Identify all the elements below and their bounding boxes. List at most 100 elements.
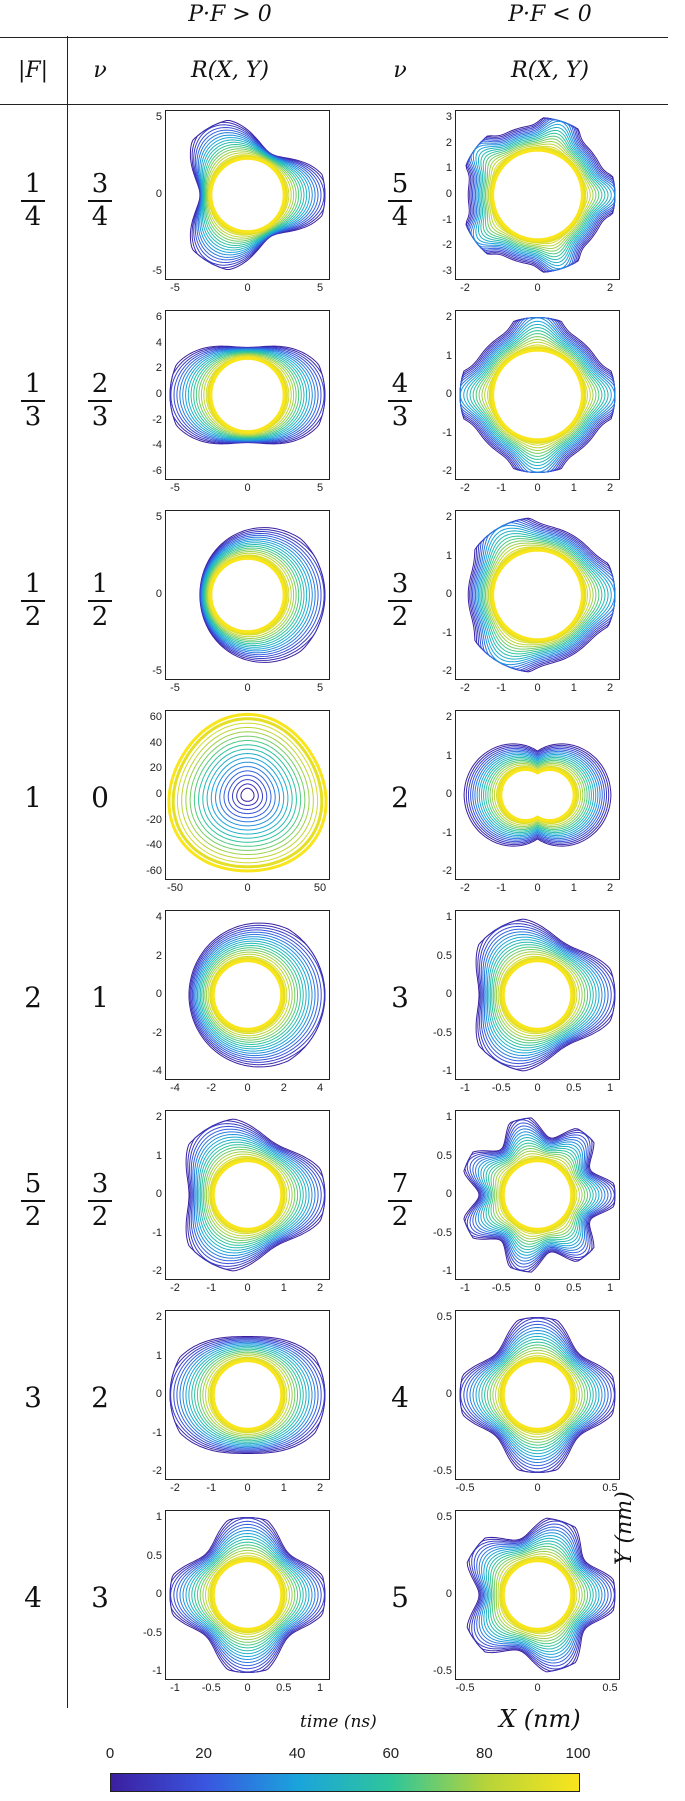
trajectory-curve xyxy=(198,353,297,437)
trajectory-curve xyxy=(495,1550,583,1640)
x-tick-label: 1 xyxy=(570,682,577,694)
header-top-rule xyxy=(0,37,668,38)
x-tick-label: -50 xyxy=(167,882,183,894)
row-1-nu-left-fraction-bar xyxy=(88,200,112,203)
x-tick-label: 0 xyxy=(534,282,541,294)
trajectory-curve xyxy=(185,1344,310,1446)
trajectory-curve xyxy=(474,750,601,840)
x-tick-label: 1 xyxy=(316,1682,324,1694)
x-tick-label: 50 xyxy=(313,882,327,894)
x-tick-label: -2 xyxy=(170,1282,180,1294)
y-tick-label: 5 xyxy=(155,111,162,123)
trajectory-curve xyxy=(466,323,609,467)
trajectory-curve xyxy=(202,1353,293,1437)
trajectory-curve xyxy=(198,1139,307,1251)
trajectory-curve xyxy=(469,326,606,464)
trajectory-curve xyxy=(477,1131,603,1259)
x-tick-label: 5 xyxy=(316,482,324,494)
trajectory-curve xyxy=(205,1151,293,1239)
y-tick-label: -2 xyxy=(442,865,452,877)
y-tick-label: -1 xyxy=(442,426,452,439)
trajectory-curve xyxy=(500,957,576,1033)
trajectory-curve xyxy=(203,143,302,247)
trajectory-curve xyxy=(476,752,599,838)
plot-right-3 xyxy=(455,510,620,680)
row-5-F: 2 xyxy=(0,981,66,1014)
trajectory-curve xyxy=(206,752,289,835)
trajectory-curve xyxy=(485,1139,594,1251)
trajectory-curve xyxy=(201,1144,301,1246)
trajectory-curve xyxy=(469,1326,606,1464)
trajectory-curve xyxy=(485,1537,597,1653)
y-tick-label: 0 xyxy=(445,1588,452,1600)
trajectory-curve xyxy=(466,117,616,273)
row-7-F-value: 3 xyxy=(24,1381,42,1414)
trajectory-curve xyxy=(470,518,616,672)
trajectory-curve xyxy=(182,1343,313,1447)
colorbar-tick-label: 60 xyxy=(382,1745,400,1762)
trajectory-curve xyxy=(201,139,308,251)
trajectory-curve xyxy=(189,924,326,1066)
y-tick-label: 2 xyxy=(155,1111,162,1123)
trajectory-curve xyxy=(227,774,268,815)
y-tick-label: 0 xyxy=(445,1388,452,1400)
trajectory-curve xyxy=(480,755,595,835)
y-tick-label: -0.5 xyxy=(433,1465,452,1477)
header-bottom-rule xyxy=(0,104,668,105)
y-tick-label: 1 xyxy=(155,1349,162,1362)
trajectory-curve xyxy=(486,1344,589,1446)
x-tick-label: -1 xyxy=(460,1282,470,1294)
row-7-nu-left: 2 xyxy=(70,1381,130,1414)
x-tick-label: -5 xyxy=(170,482,180,494)
y-tick-label: 4 xyxy=(155,336,162,349)
plot-left-3 xyxy=(165,510,330,680)
row-7-nu-right-value: 4 xyxy=(391,1381,409,1414)
y-tick-label: 0 xyxy=(155,788,162,800)
trajectory-curve xyxy=(169,1517,326,1673)
row-4-nu-right-value: 2 xyxy=(391,781,409,814)
trajectory-curve xyxy=(473,1523,612,1667)
row-8-F: 4 xyxy=(0,1581,66,1614)
trajectory-curve xyxy=(485,758,590,832)
trajectory-curve xyxy=(483,1535,600,1655)
trajectory-curve xyxy=(477,527,612,663)
row-5-nu-right-value: 3 xyxy=(391,981,409,1014)
x-tick-label: 0 xyxy=(534,1482,541,1494)
trajectory-curve xyxy=(194,1541,301,1649)
trajectory-curve xyxy=(492,1545,589,1645)
plot-right-8 xyxy=(455,1510,620,1680)
trajectory-curve xyxy=(466,117,616,273)
y-tick-label: -1 xyxy=(152,1665,162,1677)
trajectory-curve xyxy=(191,929,322,1061)
row-6-F-fraction-bar xyxy=(21,1200,45,1203)
trajectory-curve xyxy=(211,959,284,1031)
trajectory-curve xyxy=(207,953,290,1037)
y-tick-label: 5 xyxy=(155,511,162,523)
y-tick-label: 2 xyxy=(155,949,162,962)
trajectory-curve xyxy=(209,556,286,634)
trajectory-curve xyxy=(487,544,591,646)
trajectory-curve xyxy=(240,787,255,802)
trajectory-curve xyxy=(479,530,609,660)
trajectory-curve xyxy=(185,731,310,855)
trajectory-curve xyxy=(466,1517,616,1673)
trajectory-plot-right-7 xyxy=(459,1317,616,1473)
trajectory-curve xyxy=(491,148,584,242)
x-tick-label: -4 xyxy=(170,1082,180,1094)
trajectory-curve xyxy=(495,1150,583,1240)
y-tick-label: 0.5 xyxy=(436,1311,452,1323)
y-tick-label: 1 xyxy=(445,549,452,562)
trajectory-plot-left-6 xyxy=(185,1118,326,1272)
trajectory-curve xyxy=(209,356,286,434)
row-1-nu-left-denominator: 4 xyxy=(91,202,109,233)
trajectory-curve xyxy=(463,1320,612,1470)
row-4-nu-right: 2 xyxy=(370,781,430,814)
trajectory-curve xyxy=(459,317,616,473)
trajectory-curve xyxy=(207,552,292,638)
trajectory-curve xyxy=(481,338,594,452)
x-tick-label: -2 xyxy=(460,682,470,694)
row-4-F-value: 1 xyxy=(24,781,42,814)
